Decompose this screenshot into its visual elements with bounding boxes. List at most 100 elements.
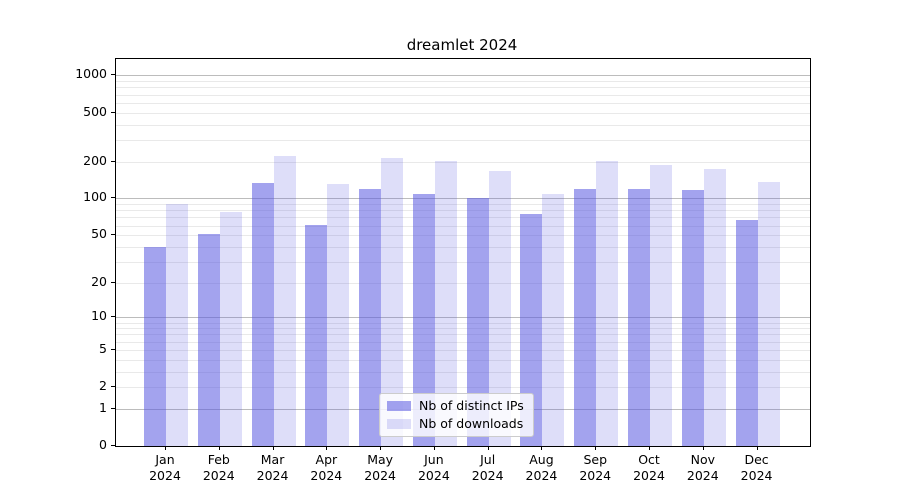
minor-gridline [116, 81, 810, 83]
minor-gridline [116, 204, 810, 206]
x-tick-mark [487, 446, 489, 450]
x-tick-mark [433, 446, 435, 450]
minor-gridline [116, 217, 810, 219]
legend-swatch-distinct-ips [387, 400, 411, 411]
legend-item: Nb of distinct IPs [387, 398, 524, 413]
bar-downloads [273, 156, 296, 446]
bar-downloads [488, 171, 511, 446]
minor-gridline [116, 328, 810, 330]
y-tick-mark [111, 386, 115, 388]
y-tick-mark [111, 197, 115, 199]
x-tick-mark [326, 446, 328, 450]
x-tick-mark [541, 446, 543, 450]
x-tick-mark [218, 446, 220, 450]
bar-distinct-ips [412, 194, 435, 446]
minor-gridline [116, 235, 810, 237]
y-tick-mark [111, 445, 115, 446]
x-tick-label: Dec 2024 [740, 452, 773, 483]
minor-gridline [116, 124, 810, 126]
y-tick-label: 100 [83, 189, 107, 205]
x-tick-label: Mar 2024 [256, 452, 289, 483]
x-tick-label: Aug 2024 [525, 452, 558, 483]
minor-gridline [116, 387, 810, 389]
x-tick-label: Sep 2024 [579, 452, 612, 483]
minor-gridline [116, 334, 810, 336]
minor-gridline [116, 225, 810, 227]
minor-gridline [116, 261, 810, 263]
bar-downloads [757, 181, 780, 446]
minor-gridline [116, 161, 810, 163]
bar-downloads [327, 183, 350, 446]
x-tick-label: May 2024 [364, 452, 397, 483]
minor-gridline [116, 112, 810, 114]
legend-item: Nb of downloads [387, 416, 524, 431]
x-tick-mark [272, 446, 274, 450]
minor-gridline [116, 371, 810, 373]
minor-gridline [116, 349, 810, 351]
y-tick-label: 2 [99, 378, 107, 394]
bar-distinct-ips [359, 188, 382, 446]
x-tick-mark [649, 446, 651, 450]
legend: Nb of distinct IPs Nb of downloads [379, 393, 534, 437]
minor-gridline [116, 139, 810, 141]
minor-gridline [116, 87, 810, 89]
major-gridline [116, 75, 810, 77]
x-tick-label: Jan 2024 [149, 452, 181, 483]
bar-downloads [166, 204, 188, 446]
minor-gridline [116, 322, 810, 324]
bar-distinct-ips [681, 189, 704, 446]
bar-distinct-ips [520, 214, 543, 446]
minor-gridline [116, 94, 810, 96]
y-tick-mark [111, 281, 115, 283]
x-tick-mark [595, 446, 597, 450]
y-tick-mark [111, 348, 115, 350]
y-tick-mark [111, 160, 115, 162]
x-tick-label: Oct 2024 [633, 452, 665, 483]
minor-gridline [116, 102, 810, 104]
bar-distinct-ips [574, 188, 597, 446]
x-tick-mark [165, 446, 166, 450]
minor-gridline [116, 282, 810, 284]
y-tick-label: 0 [99, 437, 107, 452]
x-tick-label: Jun 2024 [417, 452, 450, 483]
bar-downloads [542, 194, 565, 446]
major-gridline [116, 317, 810, 319]
x-tick-label: Jul 2024 [471, 452, 504, 483]
legend-label: Nb of downloads [419, 416, 524, 431]
plot-area [115, 58, 811, 447]
minor-gridline [116, 210, 810, 212]
bar-distinct-ips [466, 198, 489, 446]
bar-distinct-ips [628, 188, 651, 446]
x-tick-mark [756, 446, 758, 450]
bar-distinct-ips [144, 246, 166, 446]
legend-swatch-downloads [387, 418, 411, 429]
y-tick-mark [111, 74, 115, 76]
bar-distinct-ips [197, 234, 220, 446]
y-tick-label: 200 [83, 152, 107, 168]
bar-distinct-ips [735, 219, 758, 446]
chart-title: dreamlet 2024 [406, 36, 518, 54]
y-tick-mark [111, 234, 115, 236]
y-tick-label: 1 [99, 399, 107, 415]
y-tick-label: 50 [91, 226, 107, 242]
bar-downloads [434, 160, 457, 446]
y-tick-label: 10 [91, 308, 107, 324]
y-tick-label: 500 [83, 103, 107, 119]
x-tick-label: Apr 2024 [310, 452, 343, 483]
bar-distinct-ips [305, 224, 328, 446]
bar-downloads [596, 160, 619, 446]
y-tick-label: 5 [99, 340, 107, 356]
y-tick-mark [111, 407, 115, 409]
y-tick-label: 20 [91, 273, 107, 289]
legend-label: Nb of distinct IPs [419, 398, 524, 413]
y-tick-mark [111, 316, 115, 318]
bar-downloads [703, 168, 726, 446]
minor-gridline [116, 341, 810, 343]
bar-downloads [650, 164, 673, 446]
minor-gridline [116, 359, 810, 361]
bar-distinct-ips [251, 182, 274, 446]
x-tick-mark [380, 446, 382, 450]
minor-gridline [116, 246, 810, 248]
y-tick-label: 1000 [75, 66, 107, 82]
